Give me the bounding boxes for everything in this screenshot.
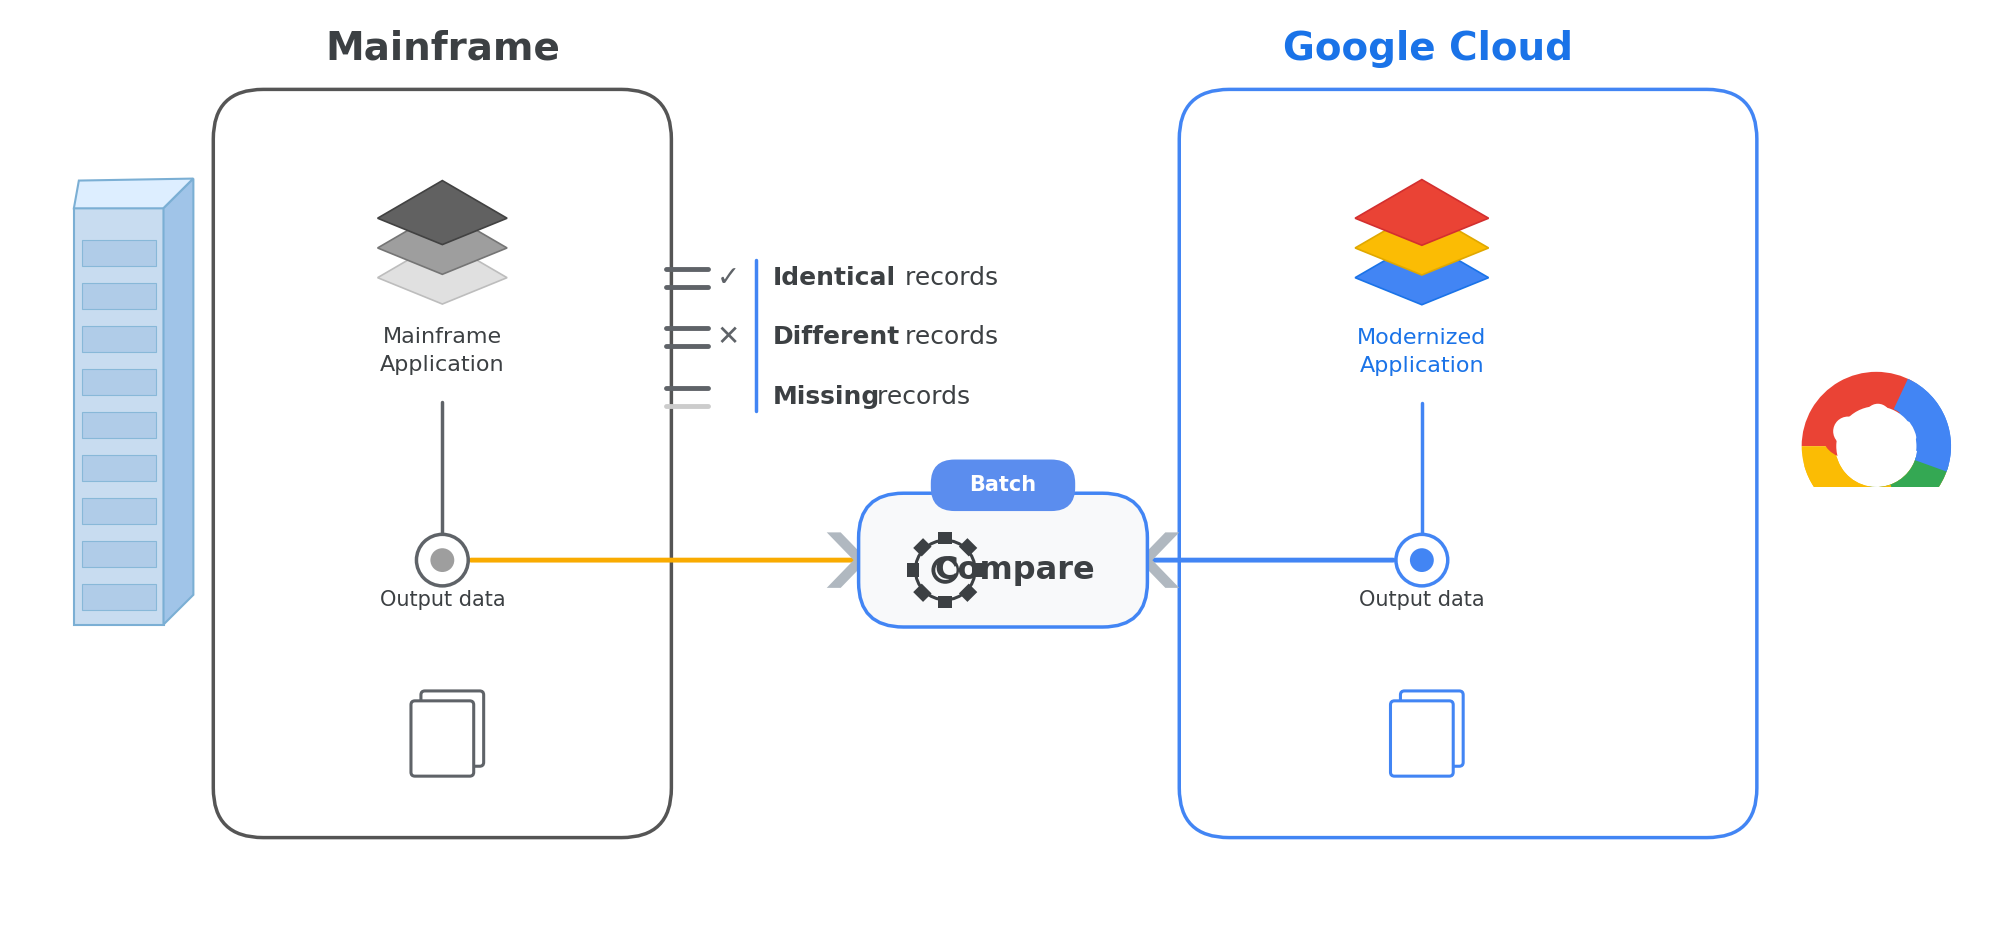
Bar [82,369,156,395]
FancyBboxPatch shape [1389,701,1452,776]
FancyBboxPatch shape [74,208,164,624]
Circle shape [1855,394,1901,440]
FancyBboxPatch shape [1179,90,1756,838]
Text: ✓: ✓ [716,264,740,292]
Polygon shape [912,583,930,602]
Text: Mainframe
Application: Mainframe Application [379,327,505,375]
Bar [82,498,156,524]
Bar [82,541,156,567]
Bar [82,584,156,609]
Polygon shape [1139,532,1179,588]
Polygon shape [912,538,930,557]
Polygon shape [906,563,918,577]
Bar [82,283,156,309]
Text: records: records [896,266,996,290]
Polygon shape [938,532,952,544]
Text: Missing: Missing [772,384,880,408]
Text: ✕: ✕ [716,323,740,351]
Bar [82,412,156,438]
Polygon shape [958,538,976,557]
Circle shape [914,540,974,600]
Polygon shape [377,240,507,304]
Wedge shape [1800,372,1913,446]
Circle shape [1410,548,1434,572]
Text: Mainframe: Mainframe [325,30,559,68]
Polygon shape [164,179,192,624]
Wedge shape [1897,382,1951,483]
Circle shape [417,534,467,586]
Circle shape [1895,421,1917,444]
Wedge shape [1800,446,1869,519]
Polygon shape [1355,180,1488,245]
Circle shape [1835,407,1915,486]
Polygon shape [958,583,976,602]
Circle shape [1835,407,1915,486]
Wedge shape [1802,457,1945,520]
Text: Output data: Output data [1357,590,1484,610]
Text: Output data: Output data [379,590,505,610]
Polygon shape [1355,239,1488,305]
Circle shape [1821,405,1875,458]
Text: records: records [896,325,996,349]
Bar [82,241,156,266]
FancyBboxPatch shape [858,494,1147,627]
Polygon shape [377,210,507,274]
Circle shape [932,557,956,582]
FancyBboxPatch shape [411,701,473,776]
Circle shape [1395,534,1448,586]
Wedge shape [1893,379,1951,471]
Circle shape [1885,412,1927,454]
Polygon shape [826,532,866,588]
Text: Google Cloud: Google Cloud [1283,30,1572,68]
Wedge shape [1889,457,1947,516]
Circle shape [431,548,453,572]
FancyBboxPatch shape [421,691,483,766]
Polygon shape [970,563,982,577]
Polygon shape [74,179,192,208]
Circle shape [1833,417,1863,446]
FancyBboxPatch shape [1399,691,1462,766]
Text: records: records [868,384,970,408]
Text: Compare: Compare [934,555,1095,585]
FancyBboxPatch shape [930,459,1075,511]
Polygon shape [377,181,507,244]
Text: Batch: Batch [968,475,1037,495]
Wedge shape [1863,467,1941,520]
Bar [1786,487,1965,557]
Text: Modernized
Application: Modernized Application [1357,328,1486,376]
Bar [82,326,156,352]
Text: Different: Different [772,325,900,349]
Bar [1786,487,1965,557]
FancyBboxPatch shape [213,90,672,838]
Polygon shape [1355,209,1488,275]
Text: Identical: Identical [772,266,896,290]
Circle shape [1865,404,1889,429]
Bar [82,455,156,481]
Polygon shape [938,596,952,608]
